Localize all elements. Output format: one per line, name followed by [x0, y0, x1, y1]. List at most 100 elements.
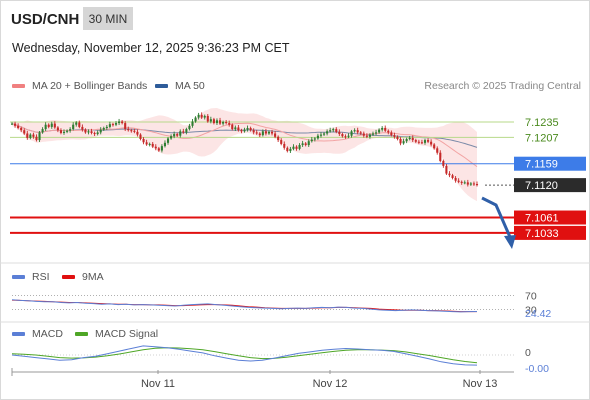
candle-body: [475, 184, 479, 186]
legend-ma20-swatch: [12, 84, 25, 88]
candle-body: [329, 130, 332, 132]
candle-body: [393, 135, 396, 137]
timeframe-button[interactable]: 30 MIN: [83, 7, 133, 30]
candle-body: [66, 130, 69, 132]
candle-body: [399, 138, 402, 144]
candle-body: [347, 135, 350, 137]
candle-body: [390, 132, 393, 136]
candle-body: [344, 136, 347, 138]
candle-body: [295, 146, 298, 149]
candle-body: [292, 146, 295, 149]
candle-body: [32, 134, 35, 137]
candle-body: [194, 117, 197, 122]
candle-body: [316, 135, 319, 139]
candle-body: [35, 136, 38, 141]
ma20-line: [11, 122, 478, 168]
macd-tick-0: 0: [525, 347, 531, 359]
candle-body: [457, 180, 460, 182]
candle-body: [170, 136, 173, 139]
candle-body: [191, 121, 194, 126]
candle-body: [206, 115, 209, 122]
candle-body: [121, 121, 124, 124]
chart-datetime: Wednesday, November 12, 2025 9:36:23 PM …: [12, 41, 290, 55]
candle-body: [99, 129, 102, 133]
level-tag-7.1033: [514, 225, 586, 240]
candle-body: [414, 140, 417, 142]
candle-body: [105, 126, 108, 129]
candle-body: [163, 142, 167, 147]
candle-body: [133, 130, 136, 132]
candle-body: [78, 122, 81, 127]
candle-body: [231, 124, 234, 130]
candle-body: [341, 134, 344, 137]
candle-body: [378, 129, 381, 133]
legend-9ma: 9MA: [62, 271, 104, 283]
candle-body: [362, 133, 365, 136]
macd-signal-line: [11, 347, 478, 364]
candle-body: [322, 133, 326, 135]
legend-rsi-swatch: [12, 275, 25, 279]
rsi-line: [11, 299, 478, 313]
candle-body: [371, 133, 375, 135]
candle-body: [188, 125, 191, 130]
candle-body: [209, 119, 212, 122]
candle-body: [243, 129, 246, 132]
candle-body: [197, 114, 200, 118]
candle-body: [274, 133, 277, 137]
candle-body: [338, 131, 341, 135]
candle-body: [72, 124, 75, 130]
symbol-title: USD/CNH: [11, 11, 80, 28]
level-tag-7.1120: [514, 178, 586, 193]
candle-body: [445, 165, 448, 174]
candle-body: [313, 138, 316, 140]
candle-body: [472, 183, 475, 185]
candle-body: [387, 130, 390, 133]
legend-macd-signal-swatch: [75, 332, 88, 336]
candle-body: [62, 131, 66, 133]
level-tag-7.1061: [514, 210, 586, 225]
candle-body: [463, 182, 466, 184]
candle-body: [469, 183, 472, 185]
legend-rsi: RSI: [12, 271, 50, 283]
candle-body: [255, 132, 258, 134]
candle-body: [20, 128, 23, 131]
candle-body: [69, 129, 72, 131]
legend-9ma-label: 9MA: [82, 271, 104, 283]
legend-macd-swatch: [12, 332, 25, 336]
macd-current-value: -0.00: [525, 363, 549, 375]
candle-body: [310, 139, 313, 142]
candle-body: [179, 131, 182, 136]
candle-body: [127, 129, 130, 131]
candle-body: [396, 136, 399, 139]
candle-body: [304, 143, 307, 146]
level-label-7.1235: 7.1235: [525, 117, 559, 129]
candle-body: [298, 145, 301, 149]
candle-body: [182, 131, 185, 133]
candle-body: [111, 124, 115, 126]
x-tick-label-Nov-13: Nov 13: [463, 378, 498, 390]
legend-macd: MACD: [12, 328, 63, 340]
candle-body: [430, 141, 433, 145]
candle-body: [84, 129, 87, 133]
candle-body: [225, 121, 228, 124]
candle-body: [326, 131, 329, 134]
level-tag-text-7.1120: 7.1120: [525, 180, 558, 192]
candle-body: [267, 131, 271, 134]
legend-macd-signal-label: MACD Signal: [95, 328, 159, 340]
candle-body: [384, 128, 387, 131]
candle-body: [368, 134, 371, 137]
candle-body: [365, 135, 368, 137]
candle-body: [160, 146, 163, 151]
candle-body: [14, 123, 17, 126]
candle-body: [90, 131, 93, 133]
candle-body: [166, 138, 170, 143]
candle-body: [124, 123, 127, 130]
rsi-tick-30: 30: [525, 305, 537, 317]
candle-body: [448, 173, 451, 176]
candle-body: [439, 152, 442, 161]
candle-body: [466, 182, 469, 185]
research-copyright: Research © 2025 Trading Central: [424, 80, 581, 92]
candle-body: [264, 131, 267, 134]
candle-body: [381, 128, 384, 130]
